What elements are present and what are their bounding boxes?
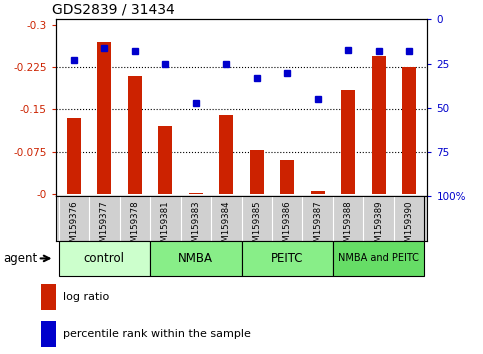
Text: agent: agent — [3, 252, 37, 265]
Bar — [158, 126, 172, 194]
Text: GSM159387: GSM159387 — [313, 200, 322, 253]
Bar — [311, 191, 325, 194]
Bar — [372, 56, 385, 194]
Bar — [98, 42, 111, 194]
Bar — [402, 67, 416, 194]
Text: GDS2839 / 31434: GDS2839 / 31434 — [52, 3, 174, 17]
Text: GSM159386: GSM159386 — [283, 200, 292, 253]
Bar — [333, 241, 425, 276]
Bar — [242, 241, 333, 276]
Bar — [41, 321, 56, 347]
Text: GSM159390: GSM159390 — [405, 200, 413, 252]
Text: NMBA and PEITC: NMBA and PEITC — [338, 253, 419, 263]
Text: GSM159378: GSM159378 — [130, 200, 139, 253]
Bar — [189, 193, 203, 194]
Text: GSM159389: GSM159389 — [374, 200, 383, 252]
Bar — [41, 284, 56, 309]
Text: log ratio: log ratio — [63, 292, 109, 302]
Text: PEITC: PEITC — [271, 252, 303, 265]
Bar — [128, 76, 142, 194]
Text: GSM159383: GSM159383 — [191, 200, 200, 253]
Bar — [58, 241, 150, 276]
Bar — [219, 115, 233, 194]
Bar — [67, 118, 81, 194]
Text: GSM159376: GSM159376 — [70, 200, 78, 253]
Text: GSM159385: GSM159385 — [252, 200, 261, 253]
Text: GSM159388: GSM159388 — [344, 200, 353, 253]
Text: GSM159381: GSM159381 — [161, 200, 170, 253]
Bar — [341, 90, 355, 194]
Text: GSM159377: GSM159377 — [100, 200, 109, 253]
Bar — [250, 150, 264, 194]
Text: percentile rank within the sample: percentile rank within the sample — [63, 329, 251, 339]
Text: NMBA: NMBA — [178, 252, 213, 265]
Bar — [280, 160, 294, 194]
Text: GSM159384: GSM159384 — [222, 200, 231, 253]
Bar — [150, 241, 242, 276]
Text: control: control — [84, 252, 125, 265]
